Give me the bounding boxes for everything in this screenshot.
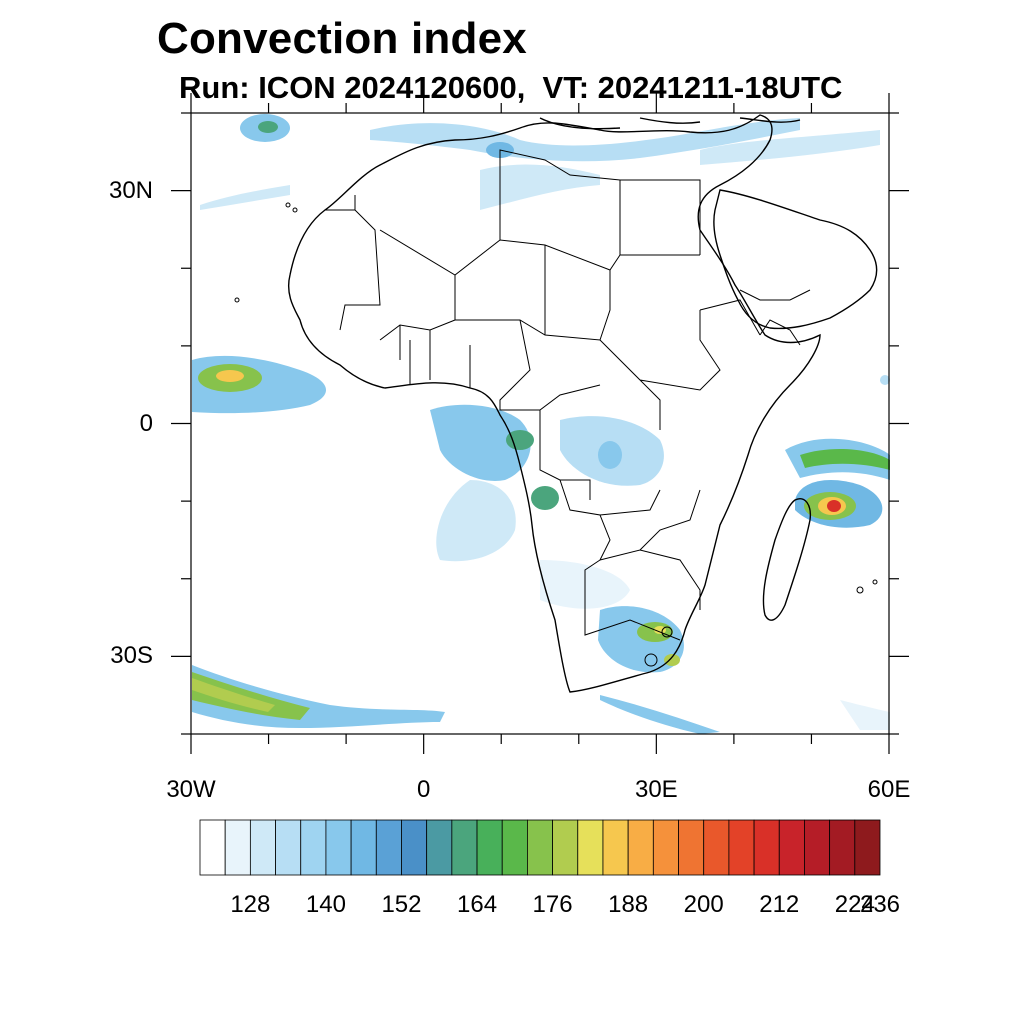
convection-patch xyxy=(436,480,516,562)
colorbar-label: 140 xyxy=(305,891,346,918)
longitude-label: 30E xyxy=(634,776,678,803)
convection-patch xyxy=(480,164,600,210)
convection-patch xyxy=(531,486,559,510)
latitude-label: 0 xyxy=(139,409,153,437)
colorbar-label: 188 xyxy=(608,891,649,918)
island xyxy=(292,207,298,213)
convection-patch xyxy=(827,500,841,512)
convection-patch xyxy=(200,185,290,210)
convection-patch xyxy=(840,700,890,730)
convection-patch xyxy=(664,654,680,666)
island xyxy=(872,579,878,585)
convection-field xyxy=(192,114,890,734)
longitude-label: 0 xyxy=(416,776,431,803)
island xyxy=(234,297,240,303)
convection-patch xyxy=(192,678,275,712)
convection-patch xyxy=(216,370,244,382)
convection-patch xyxy=(598,606,684,673)
africa-coastline xyxy=(288,114,821,693)
country-borders xyxy=(325,149,811,641)
lesotho-outline xyxy=(661,626,673,638)
colorbar-label: 200 xyxy=(683,891,724,918)
map-subtitle: Run: ICON 2024120600, VT: 20241211-18UTC xyxy=(179,70,843,105)
arabia-coastline xyxy=(713,189,878,330)
colorbar-label: 152 xyxy=(381,891,422,918)
convection-patch xyxy=(192,672,310,720)
convection-patch xyxy=(700,130,880,165)
colorbar-label: 236 xyxy=(859,891,901,918)
convection-patch xyxy=(880,375,890,385)
colorbar-label: 128 xyxy=(230,891,271,918)
island xyxy=(285,202,291,208)
convection-patch xyxy=(598,441,622,469)
eswatini-outline xyxy=(644,653,658,667)
axis-ticks xyxy=(171,93,909,754)
map-title: Convection index xyxy=(157,14,527,63)
convection-patch xyxy=(800,448,890,470)
convection-patch xyxy=(600,695,720,734)
island xyxy=(856,586,864,594)
latitude-label: 30N xyxy=(108,176,153,204)
convection-patch xyxy=(654,626,666,634)
mediterranean-coastline xyxy=(539,117,801,130)
longitude-label: 30W xyxy=(166,776,216,803)
colorbar-label: 212 xyxy=(759,891,800,918)
islands xyxy=(234,202,878,667)
longitude-label: 60E xyxy=(867,776,911,803)
convection-patch xyxy=(258,121,278,133)
madagascar-coastline xyxy=(762,498,812,621)
coastlines xyxy=(288,114,878,693)
latitude-label: 30S xyxy=(110,642,153,670)
convection-patch xyxy=(506,430,534,450)
colorbar-label: 176 xyxy=(532,891,573,918)
colorbar-label: 164 xyxy=(457,891,498,918)
colorbar-label: 224 xyxy=(834,891,875,918)
convection-patch xyxy=(370,118,800,162)
